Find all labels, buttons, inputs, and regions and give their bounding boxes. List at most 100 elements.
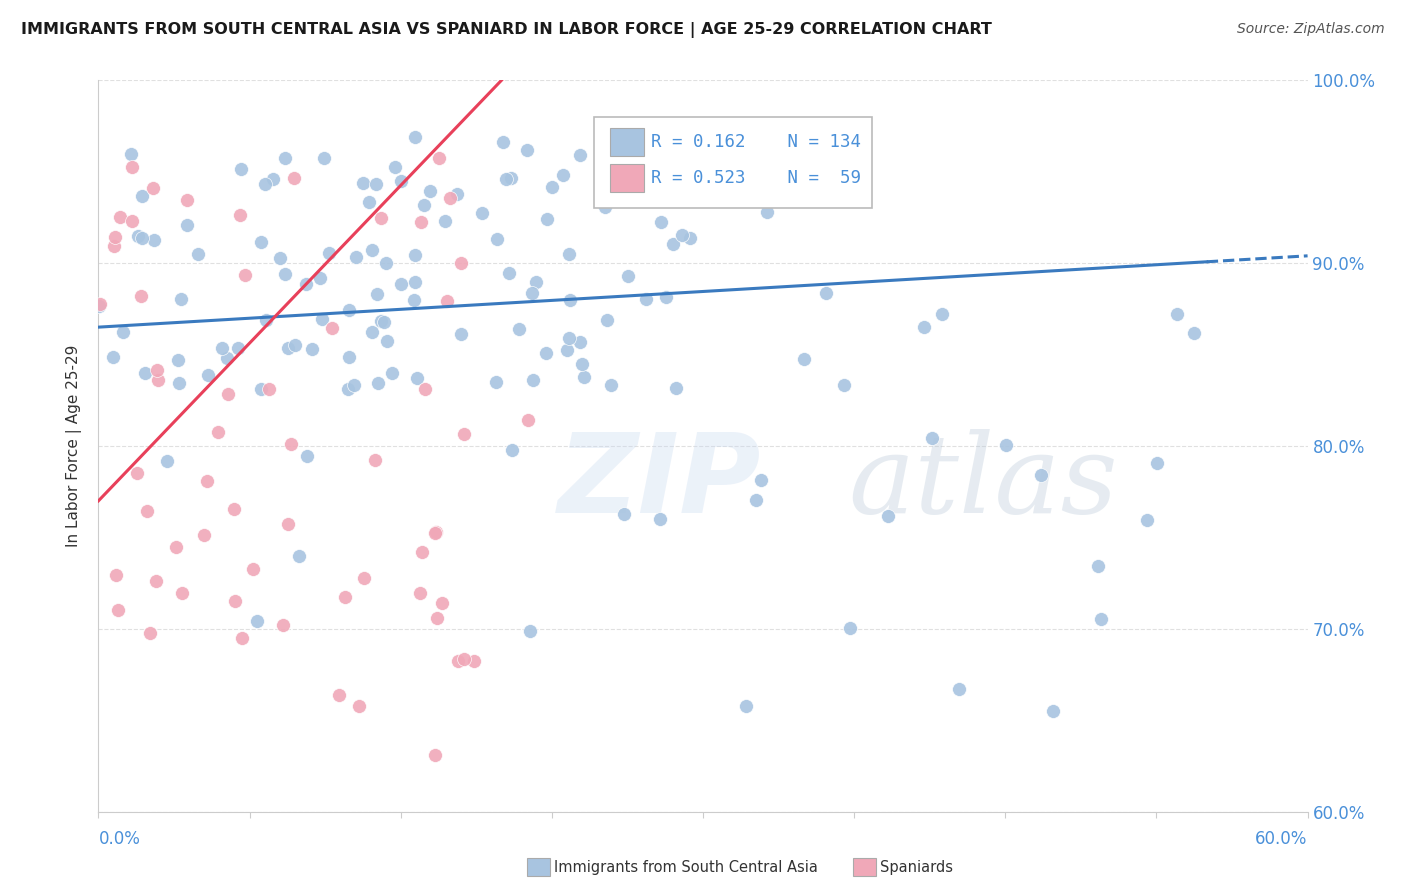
Point	[228, 208, 250, 222]
Point	[217, 386, 239, 401]
Point	[121, 160, 143, 174]
Point	[662, 237, 685, 252]
Point	[274, 151, 297, 165]
Point	[793, 351, 815, 366]
Point	[404, 275, 426, 289]
Point	[574, 370, 596, 384]
Point	[406, 371, 429, 385]
Point	[361, 244, 384, 258]
Point	[197, 368, 219, 382]
Point	[249, 382, 271, 396]
Point	[89, 297, 111, 311]
Point	[931, 307, 953, 321]
Point	[419, 184, 441, 198]
Point	[172, 586, 194, 600]
Point	[146, 363, 169, 377]
Point	[409, 586, 432, 600]
Point	[498, 266, 520, 280]
Point	[839, 621, 862, 635]
Point	[389, 277, 412, 291]
Point	[280, 437, 302, 451]
Point	[217, 351, 239, 366]
Point	[321, 321, 343, 335]
Point	[347, 698, 370, 713]
Point	[637, 165, 659, 179]
Point	[311, 312, 333, 326]
Point	[516, 144, 538, 158]
Text: Spaniards: Spaniards	[880, 860, 953, 874]
Point	[370, 314, 392, 328]
Text: ZIP: ZIP	[558, 429, 762, 536]
Point	[439, 191, 461, 205]
Point	[375, 334, 398, 348]
Point	[541, 180, 564, 194]
Point	[301, 342, 323, 356]
Point	[366, 287, 388, 301]
Point	[226, 341, 249, 355]
Point	[624, 149, 647, 163]
Point	[1087, 559, 1109, 574]
Point	[131, 189, 153, 203]
Point	[375, 255, 398, 269]
Point	[343, 378, 366, 392]
Point	[328, 688, 350, 702]
Point	[485, 375, 508, 389]
Point	[207, 425, 229, 439]
Point	[425, 525, 447, 540]
Text: 60.0%: 60.0%	[1256, 830, 1308, 848]
Point	[364, 452, 387, 467]
Point	[360, 325, 382, 339]
Point	[427, 152, 450, 166]
Point	[211, 341, 233, 355]
Point	[558, 293, 581, 307]
Point	[446, 186, 468, 201]
Point	[492, 135, 515, 149]
Point	[367, 376, 389, 391]
Point	[269, 251, 291, 265]
Point	[295, 277, 318, 292]
Point	[519, 624, 541, 638]
Point	[120, 147, 142, 161]
Point	[433, 214, 456, 228]
Point	[254, 178, 277, 192]
Text: Immigrants from South Central Asia: Immigrants from South Central Asia	[554, 860, 818, 874]
Point	[111, 325, 134, 339]
Point	[1090, 611, 1112, 625]
Point	[176, 193, 198, 207]
Point	[558, 331, 581, 345]
Point	[353, 176, 375, 190]
Point	[224, 593, 246, 607]
Point	[277, 517, 299, 532]
Point	[524, 275, 547, 289]
Point	[104, 567, 127, 582]
Point	[1182, 326, 1205, 340]
Point	[107, 602, 129, 616]
Point	[229, 162, 252, 177]
Text: IMMIGRANTS FROM SOUTH CENTRAL ASIA VS SPANIARD IN LABOR FORCE | AGE 25-29 CORREL: IMMIGRANTS FROM SOUTH CENTRAL ASIA VS SP…	[21, 22, 993, 38]
Point	[295, 450, 318, 464]
Point	[1146, 456, 1168, 470]
Text: Source: ZipAtlas.com: Source: ZipAtlas.com	[1237, 22, 1385, 37]
Point	[450, 326, 472, 341]
Point	[143, 233, 166, 247]
Point	[277, 341, 299, 355]
Point	[665, 381, 688, 395]
Point	[815, 285, 838, 300]
Point	[404, 293, 426, 308]
Point	[948, 681, 970, 696]
Point	[1136, 513, 1159, 527]
Point	[167, 376, 190, 390]
Point	[308, 271, 330, 285]
Point	[359, 195, 381, 210]
Point	[131, 289, 153, 303]
Point	[1029, 468, 1052, 483]
Point	[450, 256, 472, 270]
Point	[170, 292, 193, 306]
Point	[485, 232, 508, 246]
Point	[103, 350, 125, 364]
Bar	[610, 164, 644, 192]
Point	[344, 250, 367, 264]
Point	[176, 218, 198, 232]
Point	[103, 239, 125, 253]
Point	[650, 215, 672, 229]
